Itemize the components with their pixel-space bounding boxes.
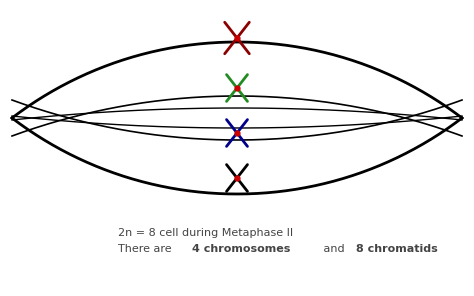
- Text: There are: There are: [118, 244, 175, 254]
- Text: and: and: [320, 244, 348, 254]
- Text: 2n = 8 cell during Metaphase II: 2n = 8 cell during Metaphase II: [118, 228, 293, 238]
- Text: 4 chromosomes: 4 chromosomes: [192, 244, 291, 254]
- Text: 8 chromatids: 8 chromatids: [356, 244, 438, 254]
